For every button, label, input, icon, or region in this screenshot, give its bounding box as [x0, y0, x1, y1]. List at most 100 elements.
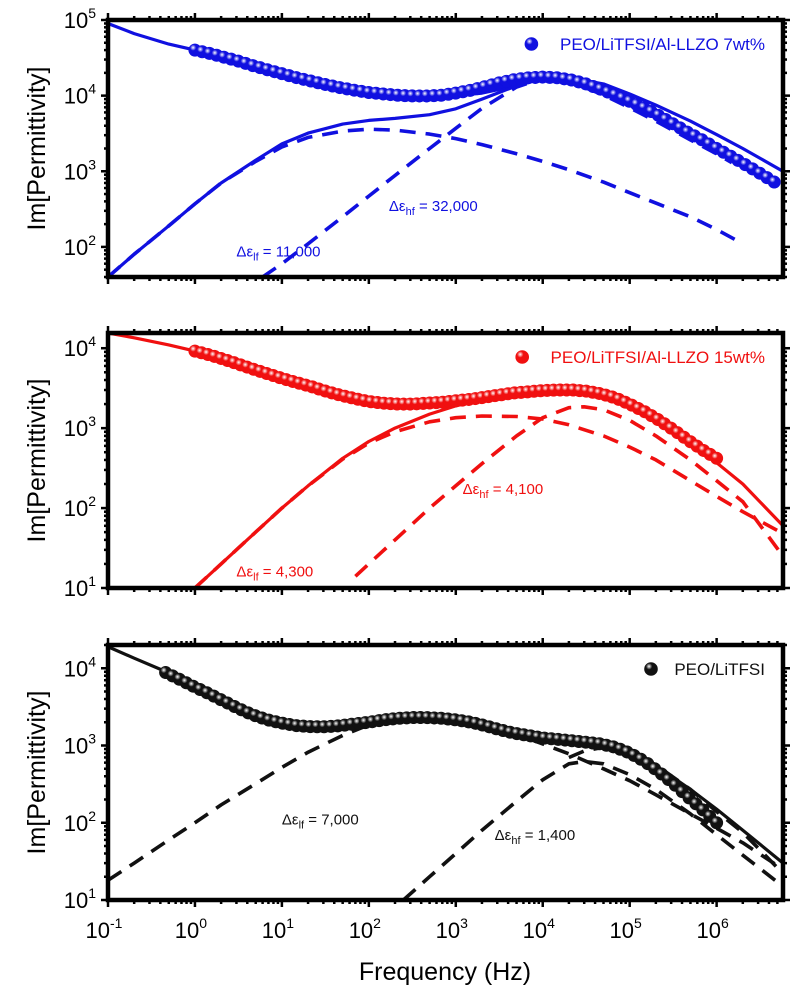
y-tick-label: 104: [64, 653, 96, 681]
legend-label: PEO/LiTFSI: [674, 660, 765, 679]
y-tick-label: 101: [64, 573, 96, 601]
series-lf-relaxation: [108, 715, 783, 882]
axes-frame: [105, 330, 786, 591]
x-tick-label: 106: [696, 915, 728, 943]
legend: PEO/LiTFSI/Al-LLZO 7wt%: [524, 35, 765, 54]
legend-marker: [524, 37, 539, 51]
annot-symbol: Δε: [236, 243, 253, 260]
annotation-delta-eps-lf: Δεlf = 11,000: [236, 243, 320, 263]
y-tick-label: 101: [64, 885, 96, 913]
y-tick-label: 102: [64, 808, 96, 836]
x-tick-label: 103: [436, 915, 468, 943]
tick-exponent: 5: [88, 5, 96, 21]
annot-symbol: Δε: [463, 481, 480, 498]
panel-middle: 101102103104Im[Permittivity]PEO/LiTFSI/A…: [23, 326, 790, 601]
tick-exponent: -1: [110, 915, 123, 931]
y-axis-label: Im[Permittivity]: [23, 691, 51, 855]
tick-exponent: 1: [286, 915, 294, 931]
tick-exponent: 3: [88, 156, 96, 172]
plot-area: [108, 333, 783, 588]
tick-exponent: 3: [88, 731, 96, 747]
tick-exponent: 4: [88, 81, 96, 97]
annot-subscript: lf: [299, 819, 305, 831]
tick-exponent: 0: [199, 915, 207, 931]
series-hf-relaxation: [354, 405, 783, 578]
data-point: [710, 451, 724, 465]
tick-base: 10: [64, 235, 88, 260]
tick-exponent: 3: [88, 413, 96, 429]
tick-base: 10: [523, 918, 547, 943]
annot-value: = 4,100: [489, 481, 544, 498]
x-tick-label: 102: [349, 915, 381, 943]
legend-marker: [515, 350, 530, 364]
tick-base: 10: [610, 918, 634, 943]
tick-base: 10: [64, 656, 88, 681]
y-axis-label: Im[Permittivity]: [23, 67, 51, 231]
tick-base: 10: [64, 576, 88, 601]
y-tick-label: 104: [64, 81, 96, 109]
y-tick-label: 102: [64, 493, 96, 521]
tick-exponent: 4: [88, 653, 96, 669]
annot-subscript: hf: [406, 206, 416, 218]
series-fit: [108, 645, 783, 865]
annot-symbol: Δε: [495, 827, 512, 844]
tick-base: 10: [696, 918, 720, 943]
tick-exponent: 2: [88, 808, 96, 824]
annot-value: = 4,300: [259, 563, 314, 580]
tick-base: 10: [436, 918, 460, 943]
tick-base: 10: [86, 918, 110, 943]
y-tick-label: 103: [64, 731, 96, 759]
annot-symbol: Δε: [236, 563, 253, 580]
x-axis-label: Frequency (Hz): [359, 958, 531, 986]
tick-exponent: 3: [460, 915, 468, 931]
tick-base: 10: [64, 811, 88, 836]
tick-base: 10: [64, 734, 88, 759]
x-tick-label: 105: [610, 915, 642, 943]
tick-exponent: 2: [88, 493, 96, 509]
data-point: [710, 816, 724, 830]
tick-exponent: 4: [547, 915, 555, 931]
annot-value: = 32,000: [415, 198, 478, 215]
tick-exponent: 1: [88, 885, 96, 901]
tick-base: 10: [64, 84, 88, 109]
tick-base: 10: [64, 159, 88, 184]
y-tick-label: 104: [64, 333, 96, 361]
series-hf-relaxation: [402, 759, 783, 900]
y-tick-label: 102: [64, 232, 96, 260]
annotation-delta-eps-hf: Δεhf = 32,000: [389, 198, 478, 218]
y-axis-label: Im[Permittivity]: [23, 379, 51, 543]
annot-value: = 7,000: [304, 811, 359, 828]
annot-subscript: hf: [479, 489, 489, 501]
tick-base: 10: [262, 918, 286, 943]
annot-value: = 11,000: [259, 243, 321, 260]
y-tick-label: 103: [64, 413, 96, 441]
tick-exponent: 5: [634, 915, 642, 931]
annotation-delta-eps-hf: Δεhf = 1,400: [495, 827, 576, 847]
annotation-delta-eps-hf: Δεhf = 4,100: [463, 481, 544, 501]
x-tick-label: 104: [523, 915, 555, 943]
legend-label: PEO/LiTFSI/Al-LLZO 15wt%: [551, 348, 765, 367]
tick-base: 10: [64, 888, 88, 913]
x-tick-label: 10-1: [86, 915, 123, 943]
x-tick-label: 101: [262, 915, 294, 943]
tick-exponent: 4: [88, 333, 96, 349]
annotation-delta-eps-lf: Δεlf = 4,300: [236, 563, 313, 583]
plot-area: [108, 645, 783, 900]
series-hf-component-fit: [568, 745, 783, 875]
series-lf-relaxation: [193, 414, 783, 588]
tick-base: 10: [349, 918, 373, 943]
panel-top: 102103104105Im[Permittivity]PEO/LiTFSI/A…: [23, 5, 790, 284]
annot-symbol: Δε: [282, 811, 299, 828]
tick-base: 10: [175, 918, 199, 943]
tick-exponent: 1: [88, 573, 96, 589]
annotation-delta-eps-lf: Δεlf = 7,000: [282, 811, 359, 831]
legend-marker: [644, 662, 658, 676]
tick-exponent: 2: [373, 915, 381, 931]
legend-label: PEO/LiTFSI/Al-LLZO 7wt%: [560, 35, 765, 54]
plot-area: [108, 22, 783, 277]
tick-base: 10: [64, 496, 88, 521]
tick-base: 10: [64, 8, 88, 33]
annot-subscript: lf: [253, 251, 259, 263]
